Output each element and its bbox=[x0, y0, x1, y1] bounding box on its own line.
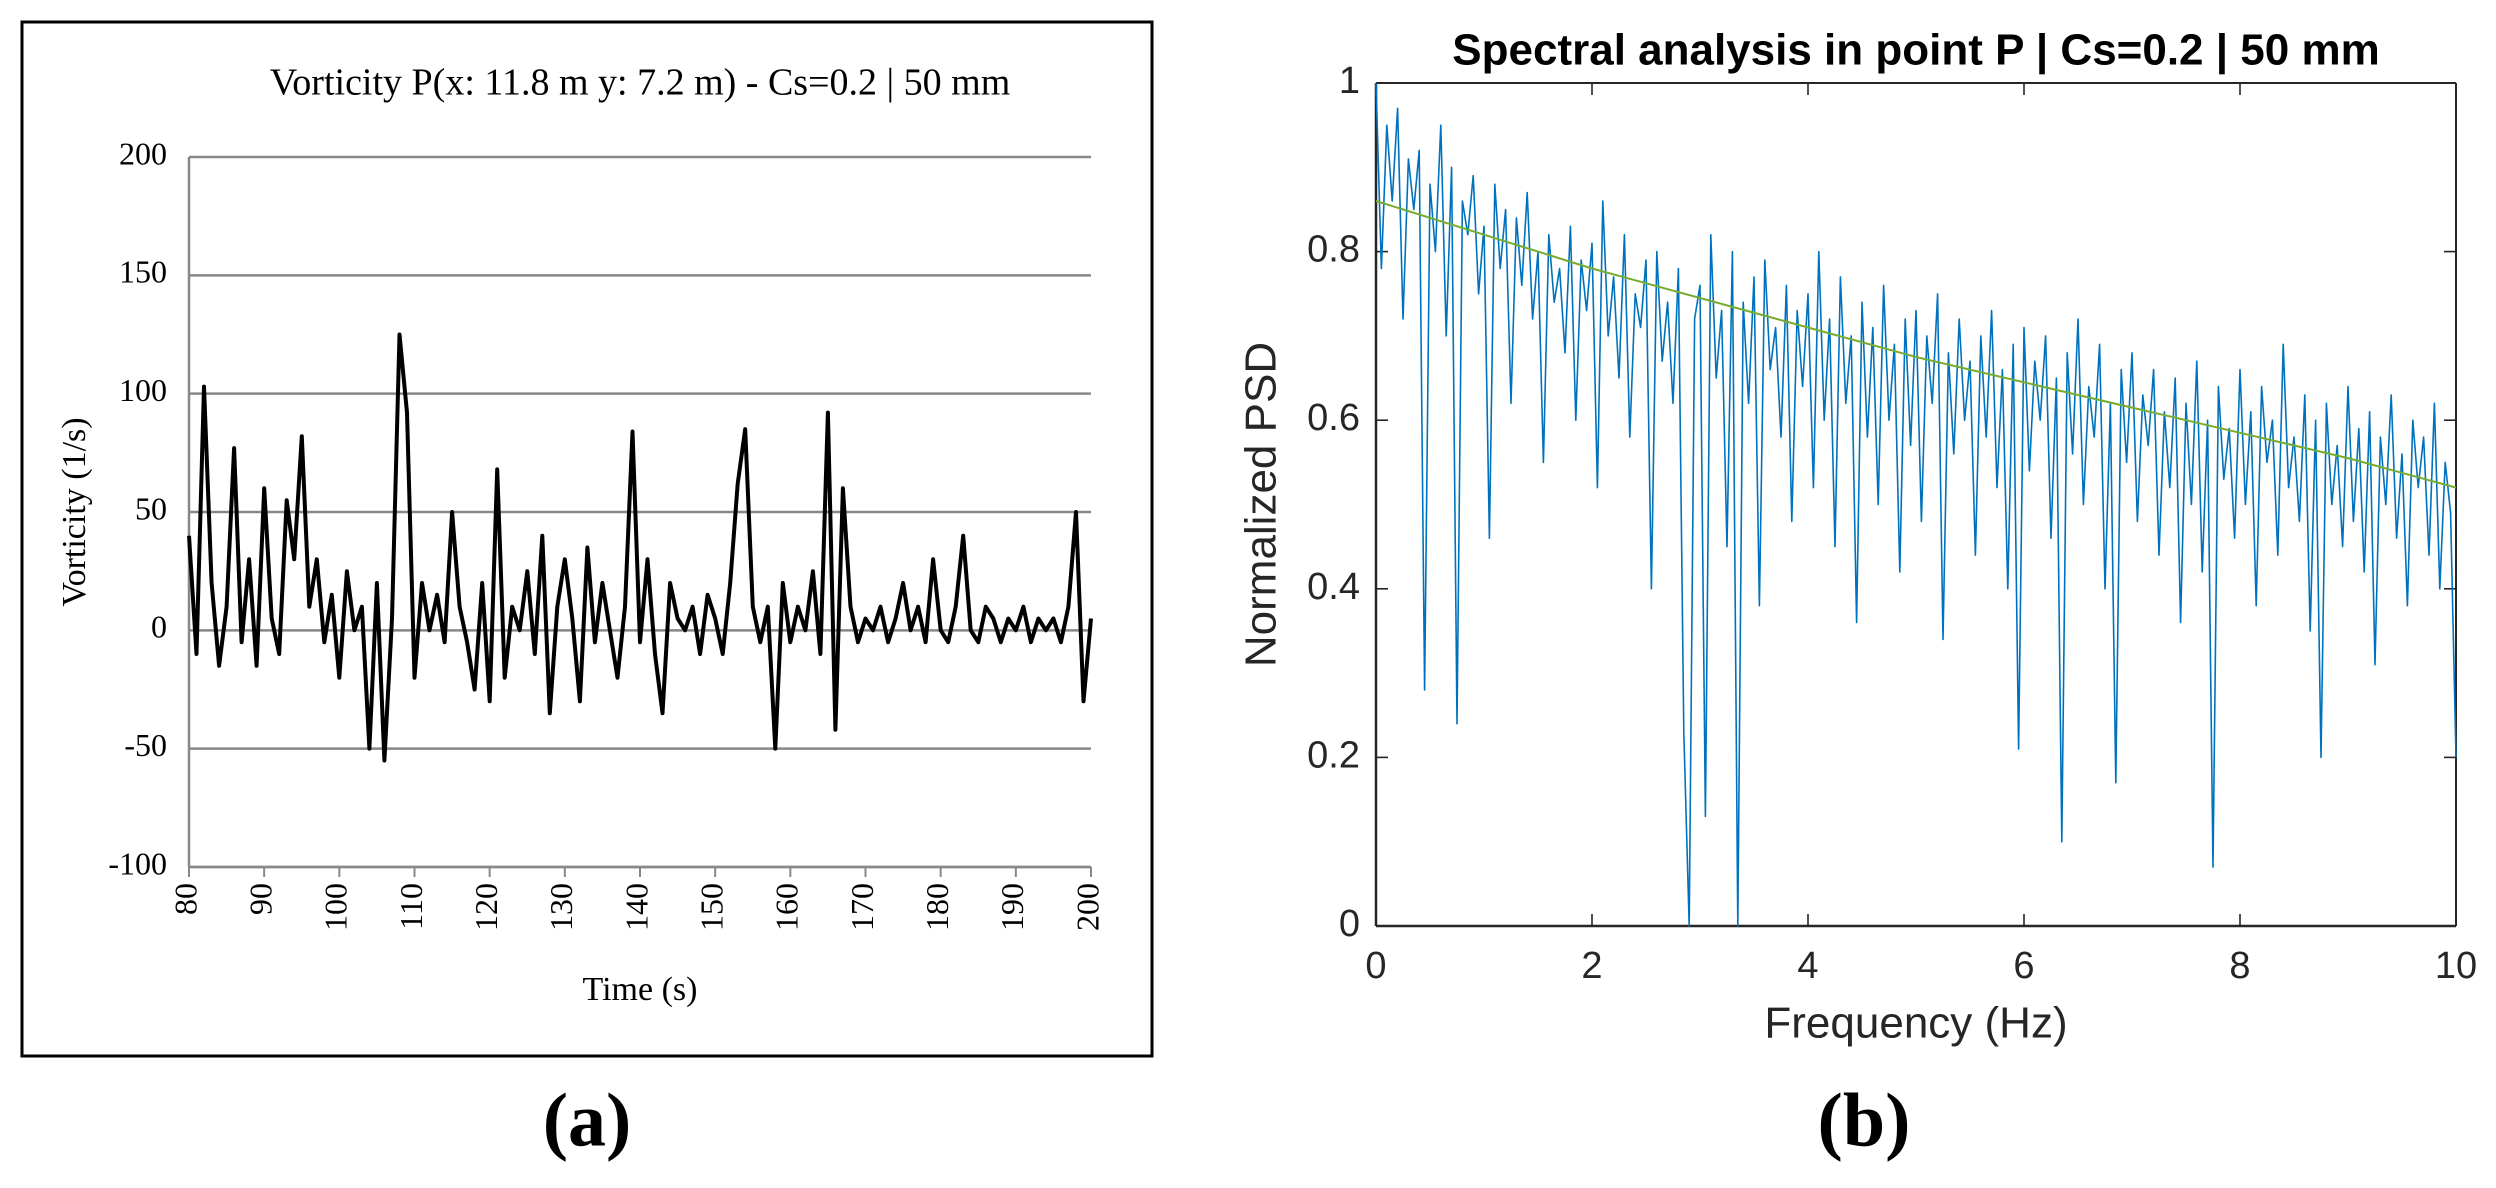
y-tick-label: 150 bbox=[119, 254, 167, 290]
x-tick-label: 140 bbox=[618, 883, 654, 931]
y-tick-label: -50 bbox=[124, 727, 167, 763]
chart-a: Vorticity P(x: 11.8 m y: 7.2 m) - Cs=0.2… bbox=[56, 62, 1106, 1008]
panel-label: (b) bbox=[1818, 1078, 1911, 1162]
y-tick-label: 0 bbox=[151, 609, 167, 645]
y-tick-label: 200 bbox=[119, 135, 167, 171]
chart-b: Spectral analysis in point P | Cs=0.2 | … bbox=[1237, 26, 2478, 1048]
y-tick-label: 100 bbox=[119, 372, 167, 408]
x-tick-label: 4 bbox=[1797, 945, 1818, 987]
x-tick-label: 10 bbox=[2435, 945, 2477, 987]
x-axis-label: Time (s) bbox=[583, 971, 698, 1008]
data-line bbox=[1375, 82, 2457, 927]
y-tick-label: 0 bbox=[1339, 903, 1360, 945]
x-tick-label: 90 bbox=[243, 883, 279, 915]
y-tick-label: 0.6 bbox=[1307, 397, 1360, 439]
x-tick-label: 180 bbox=[919, 883, 955, 931]
x-tick-label: 130 bbox=[543, 883, 579, 931]
x-tick-label: 160 bbox=[769, 883, 805, 931]
y-tick-label: 1 bbox=[1339, 60, 1360, 102]
chart-title: Vorticity P(x: 11.8 m y: 7.2 m) - Cs=0.2… bbox=[270, 62, 1011, 104]
x-tick-label: 200 bbox=[1069, 883, 1105, 931]
x-tick-label: 2 bbox=[1581, 945, 1602, 987]
x-tick-label: 120 bbox=[468, 883, 504, 931]
data-line bbox=[187, 332, 1093, 763]
x-tick-label: 100 bbox=[318, 883, 354, 931]
y-axis-label: Vorticity (1/s) bbox=[56, 417, 93, 606]
y-axis-label: Normalized PSD bbox=[1237, 342, 1286, 667]
y-tick-label: 0.2 bbox=[1307, 734, 1360, 776]
x-tick-label: 110 bbox=[393, 883, 429, 930]
data-line bbox=[1375, 200, 2457, 489]
x-tick-label: 0 bbox=[1365, 945, 1386, 987]
x-tick-label: 6 bbox=[2013, 945, 2034, 987]
x-tick-label: 8 bbox=[2229, 945, 2250, 987]
x-tick-label: 150 bbox=[694, 883, 730, 931]
chart-title: Spectral analysis in point P | Cs=0.2 | … bbox=[1452, 26, 2379, 76]
x-tick-label: 80 bbox=[167, 883, 203, 915]
y-tick-label: -100 bbox=[108, 845, 167, 881]
x-axis-label: Frequency (Hz) bbox=[1764, 999, 2067, 1048]
x-tick-label: 170 bbox=[844, 883, 880, 931]
panel-label: (a) bbox=[543, 1078, 632, 1162]
y-tick-label: 0.8 bbox=[1307, 229, 1360, 271]
y-tick-label: 50 bbox=[135, 490, 167, 526]
x-tick-label: 190 bbox=[994, 883, 1030, 931]
y-tick-label: 0.4 bbox=[1307, 566, 1360, 608]
